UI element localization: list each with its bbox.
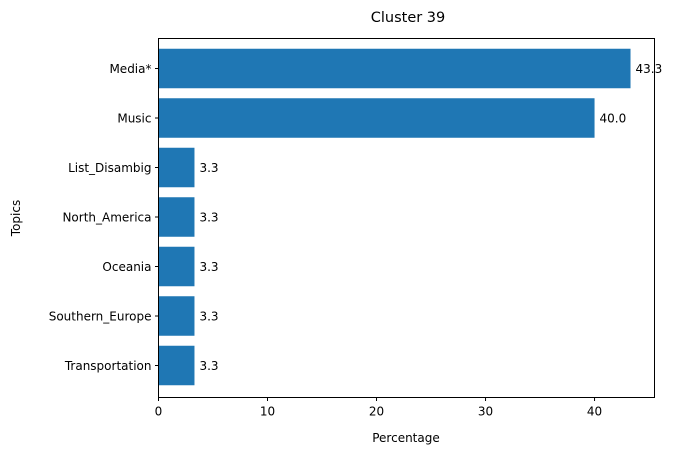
bar-oceania	[158, 246, 195, 287]
x-tick-label: 40	[587, 405, 602, 419]
bar-transportation	[158, 345, 195, 386]
bar-media	[158, 48, 631, 89]
data-label: 40.0	[600, 112, 627, 126]
y-axis-label: Topics	[9, 200, 23, 237]
y-tick-label: Media*	[109, 62, 151, 76]
y-tick-label: List_Disambig	[68, 161, 151, 175]
chart-title: Cluster 39	[371, 10, 446, 26]
data-labels: 43.3 40.0 3.3 3.3 3.3 3.3 3.3	[199, 62, 662, 373]
y-tick-label: Transportation	[64, 359, 152, 373]
x-tick-label: 10	[260, 405, 275, 419]
x-axis-label: Percentage	[372, 431, 440, 445]
bar-southern-europe	[158, 296, 195, 336]
x-ticks: 0 10 20 30 40	[155, 397, 602, 419]
bars-group	[158, 48, 631, 386]
x-tick-label: 0	[155, 405, 163, 419]
x-tick-label: 20	[369, 405, 384, 419]
bar-music	[158, 98, 595, 138]
data-label: 3.3	[199, 161, 218, 175]
bar-north-america	[158, 197, 195, 237]
data-label: 3.3	[199, 359, 218, 373]
y-tick-labels: Media* Music List_Disambig North_America Oce…	[49, 62, 159, 373]
y-tick-label: North_America	[62, 211, 151, 225]
y-tick-label: Oceania	[102, 260, 151, 274]
y-tick-label: Southern_Europe	[49, 310, 152, 324]
data-label: 3.3	[199, 211, 218, 225]
data-label: 43.3	[636, 62, 663, 76]
bar-list-disambig	[158, 147, 195, 188]
y-tick-label: Music	[117, 112, 151, 126]
x-tick-label: 30	[478, 405, 493, 419]
plot-frame	[158, 38, 655, 398]
data-label: 3.3	[199, 260, 218, 274]
data-label: 3.3	[199, 310, 218, 324]
